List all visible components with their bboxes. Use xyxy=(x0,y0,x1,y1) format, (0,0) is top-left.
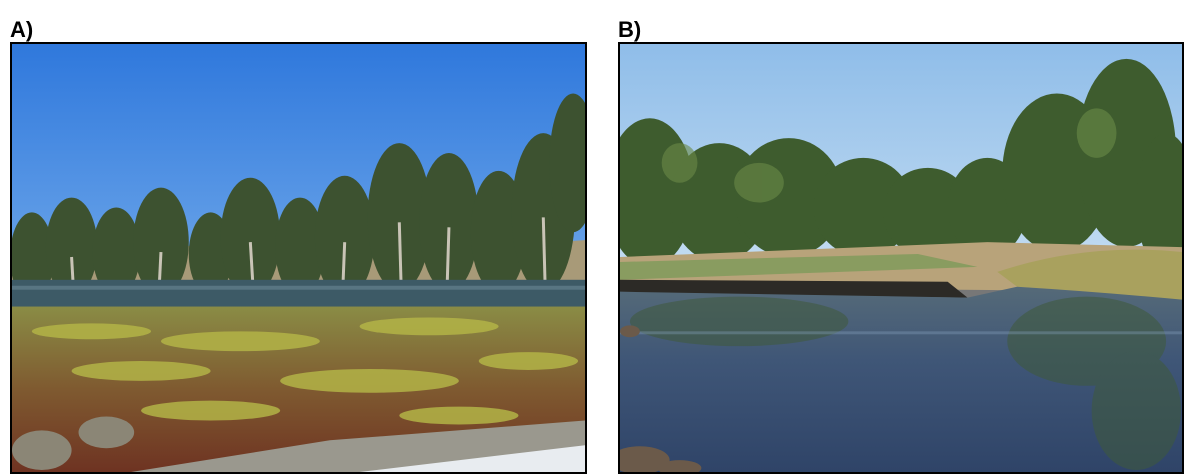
tree-line xyxy=(12,93,585,302)
right-bank xyxy=(997,249,1182,302)
panel-b-photo xyxy=(618,42,1184,474)
water xyxy=(12,279,585,310)
foreground-rocks xyxy=(620,325,702,472)
tree-highlights xyxy=(661,108,1117,203)
wetland-photo xyxy=(12,44,585,472)
panel-a-photo xyxy=(10,42,587,474)
rocks xyxy=(12,416,135,471)
aquatic-vegetation xyxy=(31,317,579,425)
reflections xyxy=(629,296,1182,471)
panel-b-label: B) xyxy=(618,17,642,42)
panel-a-label: A) xyxy=(10,17,34,42)
river-photo xyxy=(620,44,1182,472)
